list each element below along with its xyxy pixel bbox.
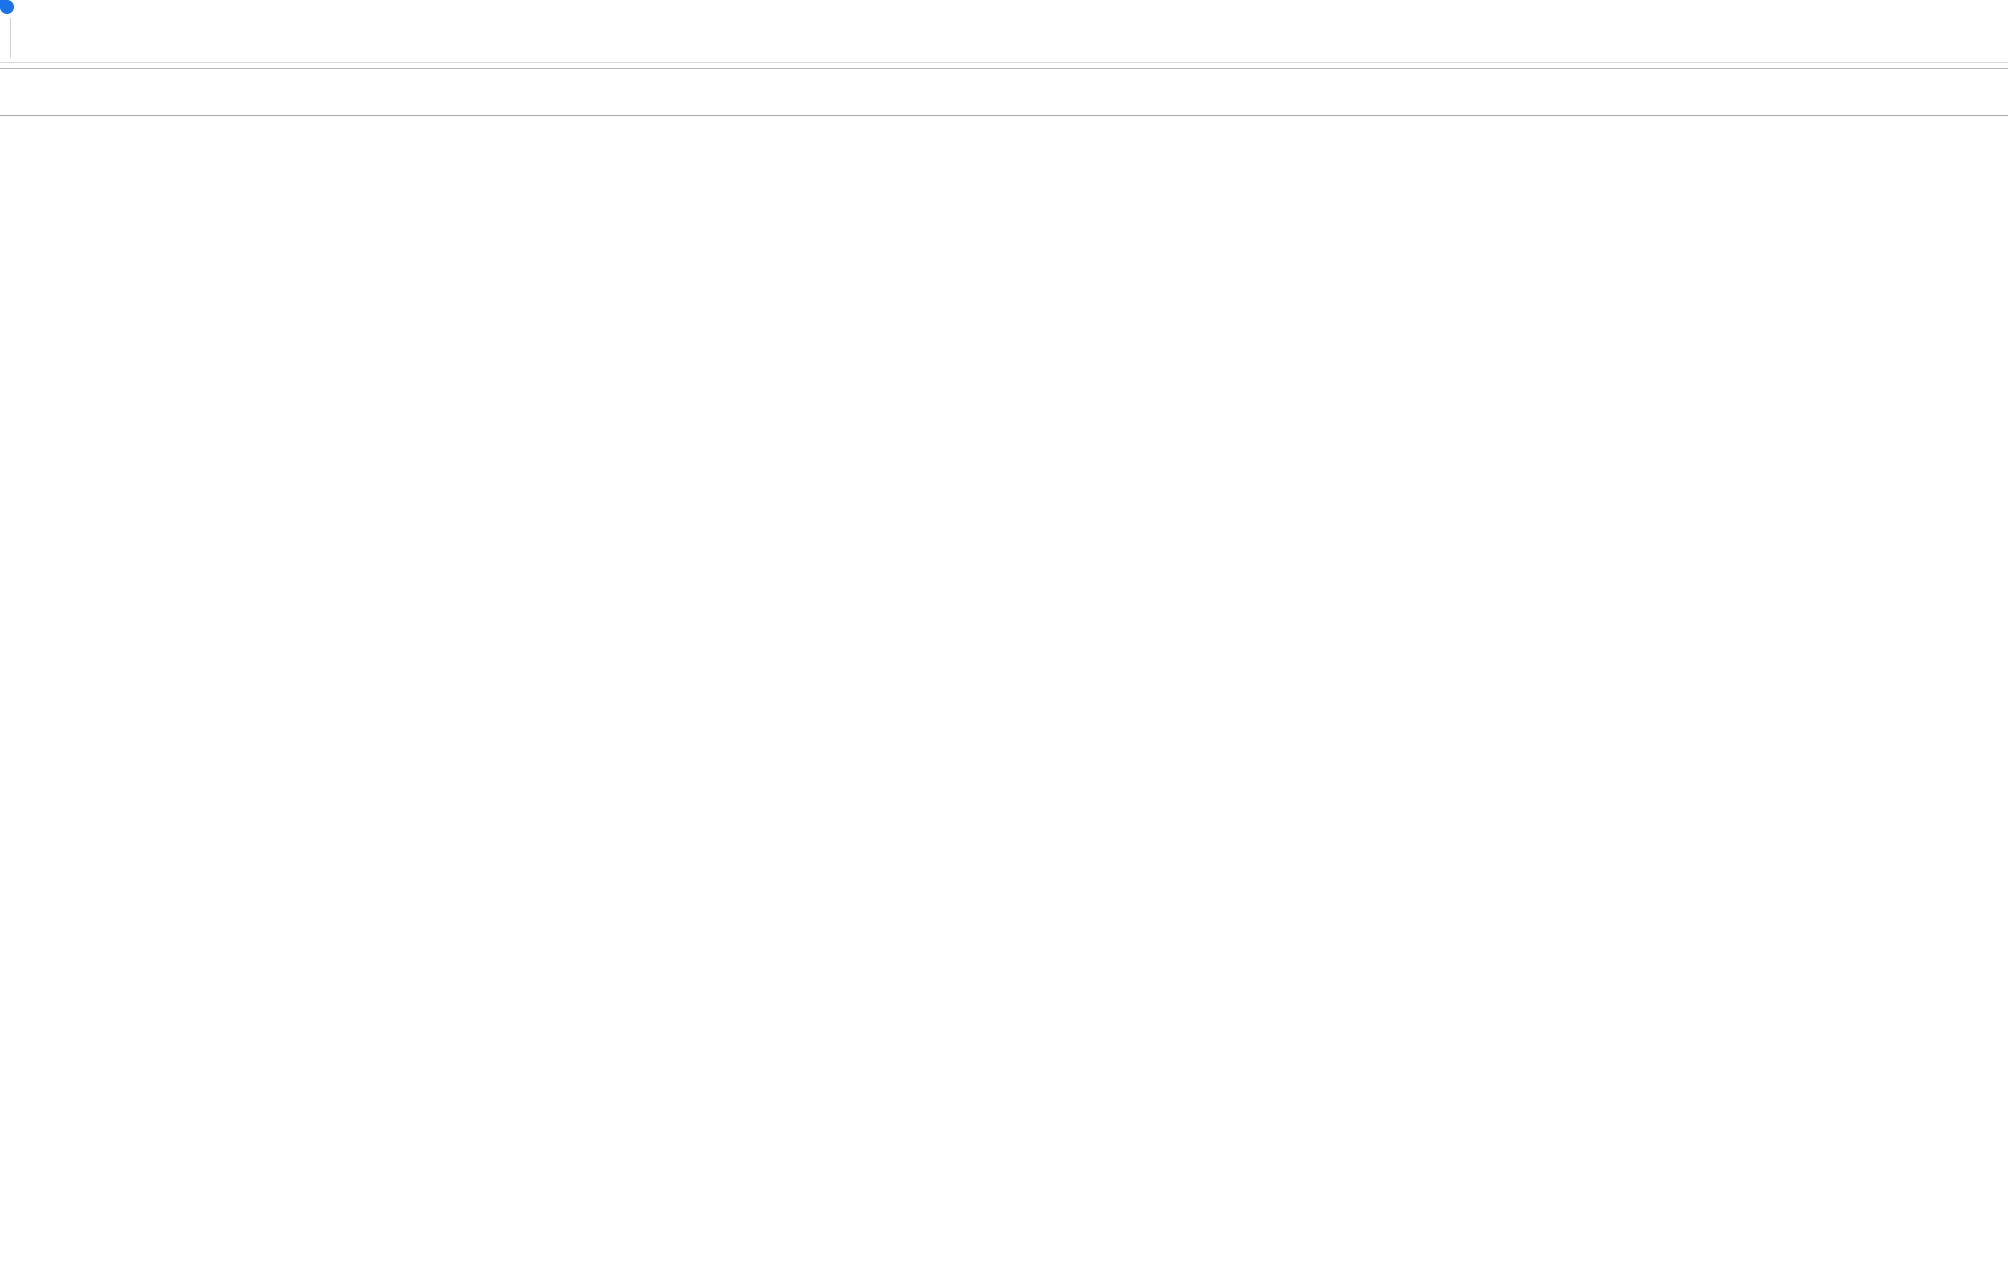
- formula-bar: [0, 0, 2008, 63]
- fill-handle[interactable]: [0, 0, 14, 14]
- column-headers: [0, 68, 2008, 116]
- formula-bar-divider: [10, 18, 11, 58]
